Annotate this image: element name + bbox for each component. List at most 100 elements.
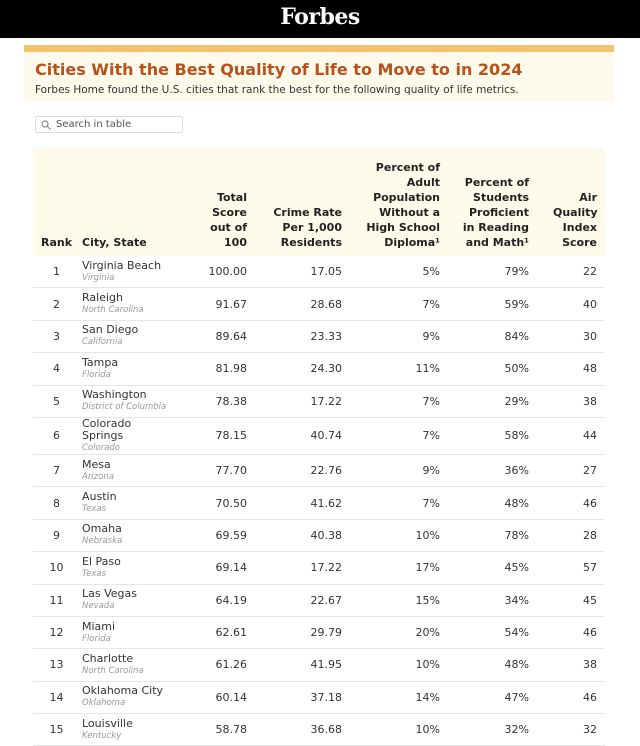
value-cell: 11% [350,352,448,386]
city-name: Las Vegas [82,587,137,601]
state-name: Oklahoma [82,698,126,709]
state-name: Kentucky [82,730,122,741]
city-name: Virginia Beach [82,258,162,272]
value-cell: 20% [350,616,448,650]
city-cell: Miami Florida [80,616,180,650]
value-cell: 77.70 [180,454,255,488]
city-name: Tampa [82,355,119,369]
city-cell: Louisville Kentucky [80,713,180,746]
column-header[interactable]: Rank [33,148,80,256]
table-row: 4 Tampa Florida 81.98 24.30 11% 50% 48 [33,352,605,386]
table-row: 6 Colorado Springs Colorado 78.15 40.74 7% 58%… [33,416,605,455]
rank-cell: 6 [33,417,80,455]
value-cell: 5% [350,256,448,289]
value-cell: 58% [448,417,537,455]
value-cell: 45 [537,584,605,617]
city-cell: Colorado Springs Colorado [80,416,180,455]
city-cell: Omaha Nebraska [80,519,180,553]
value-cell: 47% [448,681,537,715]
column-header[interactable]: Crime Rate Per 1,000 Residents [255,148,350,256]
column-header[interactable]: Percent of Adult Population Without a Hi… [350,148,448,256]
search-box[interactable]: Search in table [35,116,183,133]
value-cell: 29.79 [255,616,350,650]
value-cell: 44 [537,417,605,455]
column-header[interactable]: Percent of Students Proficient in Readin… [448,148,537,256]
rank-cell: 1 [33,256,80,289]
value-cell: 7% [350,486,448,520]
value-cell: 100.00 [180,256,255,289]
rank-cell: 11 [33,584,80,617]
table-row: 8 Austin Texas 70.50 41.62 7% 48% 46 [33,486,605,520]
value-cell: 60.14 [180,681,255,715]
value-cell: 57 [537,551,605,585]
value-cell: 70.50 [180,486,255,520]
column-header[interactable]: Total Score out of 100 [180,148,255,256]
value-cell: 84% [448,320,537,354]
value-cell: 37.18 [255,681,350,715]
value-cell: 78.15 [180,417,255,455]
state-name: Arizona [82,471,114,482]
header-row: Rank City, State Total Score out of 100 Cri… [33,148,605,256]
column-header-text: Rank [41,236,73,249]
value-cell: 32 [537,713,605,746]
table-row: 5 Washington District of Columbia 78.38 17.2… [33,385,605,418]
column-header-text: City, State [82,236,147,249]
value-cell: 38 [537,385,605,418]
rank-cell: 2 [33,287,80,321]
state-name: Virginia [82,272,115,283]
state-name: Florida [82,633,111,644]
table-row: 2 Raleigh North Carolina 91.67 28.68 7% 59% 40 [33,287,605,321]
rank-cell: 7 [33,454,80,488]
value-cell: 22 [537,256,605,289]
table-body: 1 Virginia Beach Virginia 100.00 17.05 5% 79% 2… [33,256,605,746]
rank-cell: 12 [33,616,80,650]
title-card [24,52,614,102]
value-cell: 54% [448,616,537,650]
value-cell: 22.67 [255,584,350,617]
value-cell: 78% [448,519,537,553]
value-cell: 7% [350,417,448,455]
title: Cities With the Best Quality of Life to … [35,60,523,79]
search-icon [41,120,51,130]
value-cell: 58.78 [180,713,255,746]
value-cell: 62.61 [180,616,255,650]
column-header-text: Total Score out of 100 [210,191,247,249]
rank-cell: 3 [33,320,80,354]
value-cell: 9% [350,320,448,354]
value-cell: 22.76 [255,454,350,488]
state-name: Colorado [82,442,120,453]
value-cell: 28 [537,519,605,553]
rank-cell: 15 [33,713,80,746]
column-header[interactable]: City, State [80,148,180,256]
city-cell: El Paso Texas [80,551,180,585]
value-cell: 69.59 [180,519,255,553]
table-row: 13 Charlotte North Carolina 61.26 41.95 10% 48… [33,648,605,682]
city-cell: Virginia Beach Virginia [80,256,180,289]
city-name: Raleigh [82,291,123,305]
value-cell: 17.22 [255,551,350,585]
table-row: 7 Mesa Arizona 77.70 22.76 9% 36% 27 [33,454,605,488]
accent-bar [24,45,614,52]
column-header[interactable]: Air Quality Index Score [537,148,605,256]
value-cell: 41.62 [255,486,350,520]
city-name: Colorado Springs [82,416,132,442]
rank-cell: 10 [33,551,80,585]
value-cell: 81.98 [180,352,255,386]
city-cell: San Diego California [80,320,180,354]
rank-cell: 5 [33,385,80,418]
value-cell: 64.19 [180,584,255,617]
brand-logo[interactable]: Forbes [280,4,360,30]
city-cell: Raleigh North Carolina [80,287,180,321]
value-cell: 23.33 [255,320,350,354]
table-row: 11 Las Vegas Nevada 64.19 22.67 15% 34% 45 [33,584,605,617]
value-cell: 10% [350,713,448,746]
city-name: Austin [82,490,117,504]
value-cell: 7% [350,287,448,321]
value-cell: 17.05 [255,256,350,289]
city-cell: Las Vegas Nevada [80,584,180,617]
table-row: 15 Louisville Kentucky 58.78 36.68 10% 32% 32 [33,713,605,746]
state-name: District of Columbia [82,402,167,413]
column-header-text: Percent of Students Proficient in Readin… [462,176,529,249]
value-cell: 17% [350,551,448,585]
value-cell: 29% [448,385,537,418]
